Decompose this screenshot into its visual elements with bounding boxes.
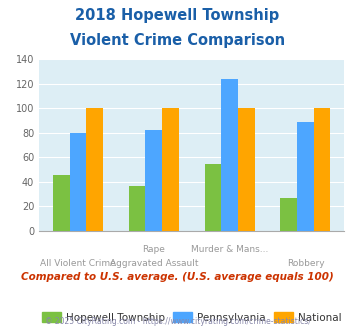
Bar (70, 133, 86, 231)
Text: Robbery: Robbery (286, 259, 324, 268)
Bar (280, 198, 297, 231)
Text: 2018 Hopewell Township: 2018 Hopewell Township (75, 8, 280, 23)
Text: Rape: Rape (142, 245, 165, 254)
Text: Violent Crime Comparison: Violent Crime Comparison (70, 33, 285, 48)
Bar (221, 79, 238, 231)
Bar (162, 109, 179, 231)
Text: Compared to U.S. average. (U.S. average equals 100): Compared to U.S. average. (U.S. average … (21, 272, 334, 282)
Text: Murder & Mans...: Murder & Mans... (191, 245, 268, 254)
Bar (53, 175, 70, 231)
Bar (314, 109, 331, 231)
Legend: Hopewell Township, Pennsylvania, National: Hopewell Township, Pennsylvania, Nationa… (38, 308, 346, 327)
Text: © 2025 CityRating.com - https://www.cityrating.com/crime-statistics/: © 2025 CityRating.com - https://www.city… (45, 317, 310, 326)
Bar (204, 164, 221, 231)
Bar (238, 109, 255, 231)
Bar (297, 122, 314, 231)
Bar (146, 130, 162, 231)
Bar (86, 109, 103, 231)
Bar (129, 186, 146, 231)
Text: All Violent Crime: All Violent Crime (40, 259, 116, 268)
Text: Aggravated Assault: Aggravated Assault (110, 259, 198, 268)
